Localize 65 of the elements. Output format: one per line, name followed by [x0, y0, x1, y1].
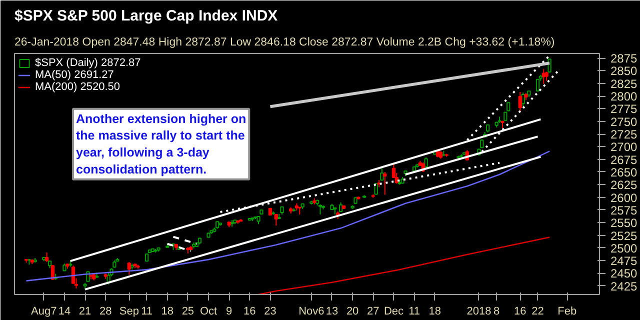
y-tick-label: 2700 — [610, 140, 638, 154]
x-tick-label: 25 — [182, 306, 194, 318]
y-tick-label: 2675 — [610, 152, 638, 167]
y-tick-label: 2475 — [610, 254, 638, 268]
x-tick-label: 18 — [161, 306, 174, 318]
candlestick — [274, 214, 278, 226]
candlestick — [50, 264, 55, 280]
x-tick-label: 27 — [367, 306, 380, 318]
x-tick-label: 28 — [100, 306, 112, 318]
x-tick-label: Feb — [558, 306, 577, 318]
y-tick-label: 2500 — [610, 241, 638, 256]
y-tick-label: 2725 — [610, 128, 638, 142]
y-tick-label: 2425 — [610, 279, 638, 294]
x-tick-label: 20 — [346, 306, 359, 318]
y-tick-label: 2750 — [610, 114, 638, 129]
chart-subtitle: 26-Jan-2018 Open 2847.48 High 2872.87 Low 2846.18 Close 2872.87 Volume 2.2B Chg +33.62 (+1.18%) — [14, 36, 555, 48]
x-tick-label: 8 — [494, 306, 500, 318]
x-tick-label: Nov6 — [298, 306, 324, 318]
candlestick — [127, 262, 131, 276]
x-tick-label: 23 — [264, 306, 276, 318]
y-tick-label: 2625 — [610, 178, 638, 192]
x-tick-label: Sep — [119, 306, 139, 318]
y-tick-label: 2850 — [610, 64, 638, 78]
annotation: Another extension higher on the massive rally to start the year, following a 3-day consolidation pattern. — [76, 112, 246, 176]
candlestick — [536, 78, 540, 92]
x-tick-label: Dec — [384, 306, 404, 318]
y-tick-label: 2600 — [610, 190, 638, 205]
x-tick-label: 9 — [226, 306, 232, 318]
y-tick-label: 2650 — [610, 165, 638, 180]
candlestick — [318, 204, 322, 216]
x-tick-label: 22 — [532, 306, 544, 318]
x-tick-label: 21 — [78, 306, 92, 318]
x-tick-label: Aug7 — [31, 306, 57, 318]
y-tick-label: 2825 — [610, 76, 638, 91]
legend-label: MA(200) 2520.50 — [35, 81, 120, 93]
candlestick — [45, 252, 49, 263]
y-tick-label: 2450 — [610, 266, 638, 281]
x-tick-label: 11 — [408, 306, 420, 318]
x-tick-label: 16 — [514, 306, 526, 318]
candlestick — [544, 71, 548, 82]
candlestick — [424, 156, 428, 168]
x-tick-label: 16 — [244, 306, 256, 318]
candlestick — [338, 202, 343, 212]
x-tick-label: 2018 — [466, 306, 492, 318]
y-tick-label: 2775 — [610, 102, 638, 116]
y-tick-label: 2800 — [610, 90, 638, 104]
y-tick-label: 2525 — [610, 228, 638, 243]
legend-label: $SPX (Daily) 2872.87 — [35, 57, 141, 69]
candlestick — [548, 58, 552, 74]
x-tick-label: 13 — [326, 306, 338, 318]
x-tick-label: 14 — [58, 306, 71, 318]
candlestick — [518, 91, 522, 112]
y-tick-label: 2875 — [610, 52, 638, 66]
legend-label: MA(50) 2691.27 — [35, 69, 114, 81]
x-tick-label: 11 — [141, 306, 152, 318]
line-series — [258, 236, 550, 294]
candlestick — [383, 171, 387, 196]
y-tick-label: 2575 — [610, 203, 638, 218]
candlestick — [380, 168, 384, 181]
x-tick-label: Oct — [200, 306, 218, 318]
chart-title: $SPX S&P 500 Large Cap Index INDX — [14, 8, 278, 24]
candlestick — [542, 68, 546, 84]
x-tick-label: 18 — [428, 306, 442, 318]
candlestick — [374, 182, 378, 195]
y-tick-label: 2550 — [610, 216, 638, 230]
